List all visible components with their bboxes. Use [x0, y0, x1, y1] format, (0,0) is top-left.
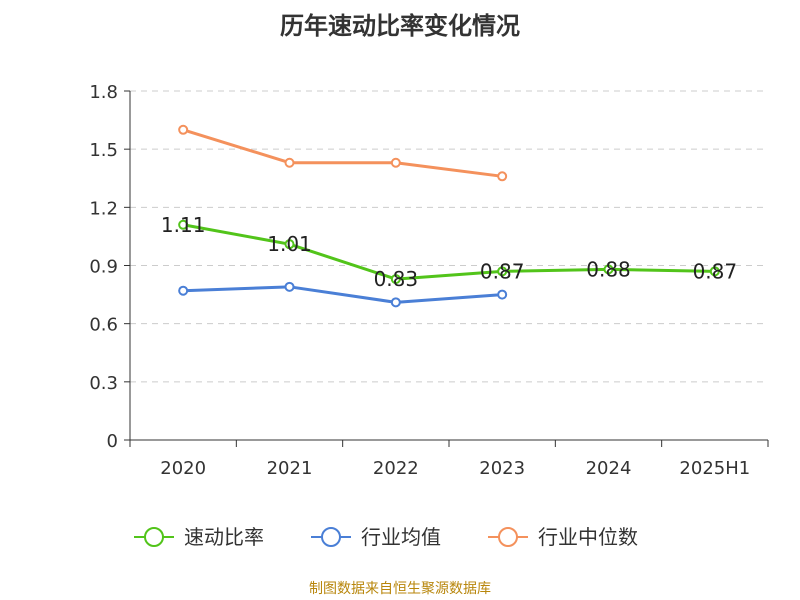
data-point: [390, 274, 401, 285]
series-line: [182, 223, 715, 281]
data-point: [709, 266, 720, 277]
data-labels: 1.11 1.01 0.83 0.87 0.88 0.87: [161, 213, 737, 291]
source-note: 制图数据来自恒生聚源数据库: [309, 581, 491, 597]
legend-label: 速动比率: [184, 525, 264, 549]
x-tick-label: 2020: [160, 458, 206, 479]
x-tick-label: 2025H1: [679, 458, 750, 479]
data-point: [284, 157, 295, 168]
x-tick-label: 2023: [479, 458, 525, 479]
legend: 速动比率 行业均值 行业中位数: [134, 525, 638, 549]
axes: 0 0.3 0.6 0.9 1.2 1.5 1.8 2020 2021 2022 2023 2024 2…: [89, 82, 769, 479]
legend-marker: [144, 527, 164, 547]
data-point: [497, 289, 508, 300]
data-point: [390, 157, 401, 168]
y-tick-label: 0.6: [89, 315, 118, 336]
data-label: 0.88: [586, 257, 631, 281]
data-point: [284, 281, 295, 292]
data-point: [603, 264, 614, 275]
y-tick-label: 1.5: [89, 140, 118, 161]
data-point: [497, 171, 508, 182]
data-label: 1.01: [267, 232, 312, 256]
data-point: [178, 285, 189, 296]
chart-title: 历年速动比率变化情况: [280, 12, 520, 40]
x-tick-label: 2022: [373, 458, 419, 479]
data-label: 0.87: [480, 259, 525, 283]
series-line: [183, 285, 503, 304]
series-lines: [178, 124, 720, 308]
y-tick-label: 1.8: [89, 82, 118, 103]
y-tick-label: 1.2: [89, 198, 118, 219]
x-tick-label: 2021: [267, 458, 313, 479]
y-tick-label: 0: [107, 431, 118, 452]
legend-label: 行业均值: [361, 525, 441, 549]
data-point: [497, 266, 508, 277]
legend-marker: [498, 527, 518, 547]
data-label: 1.11: [161, 213, 206, 237]
legend-marker: [321, 527, 341, 547]
data-point: [284, 239, 295, 250]
data-point: [390, 297, 401, 308]
data-point: [178, 219, 189, 230]
y-tick-label: 0.9: [89, 257, 118, 278]
x-tick-label: 2024: [586, 458, 632, 479]
legend-label: 行业中位数: [538, 525, 638, 549]
data-label: 0.83: [374, 267, 419, 291]
grid-lines: [130, 90, 768, 383]
data-label: 0.87: [693, 259, 738, 283]
series-line: [182, 128, 503, 178]
data-point: [178, 124, 189, 135]
y-tick-label: 0.3: [89, 373, 118, 394]
